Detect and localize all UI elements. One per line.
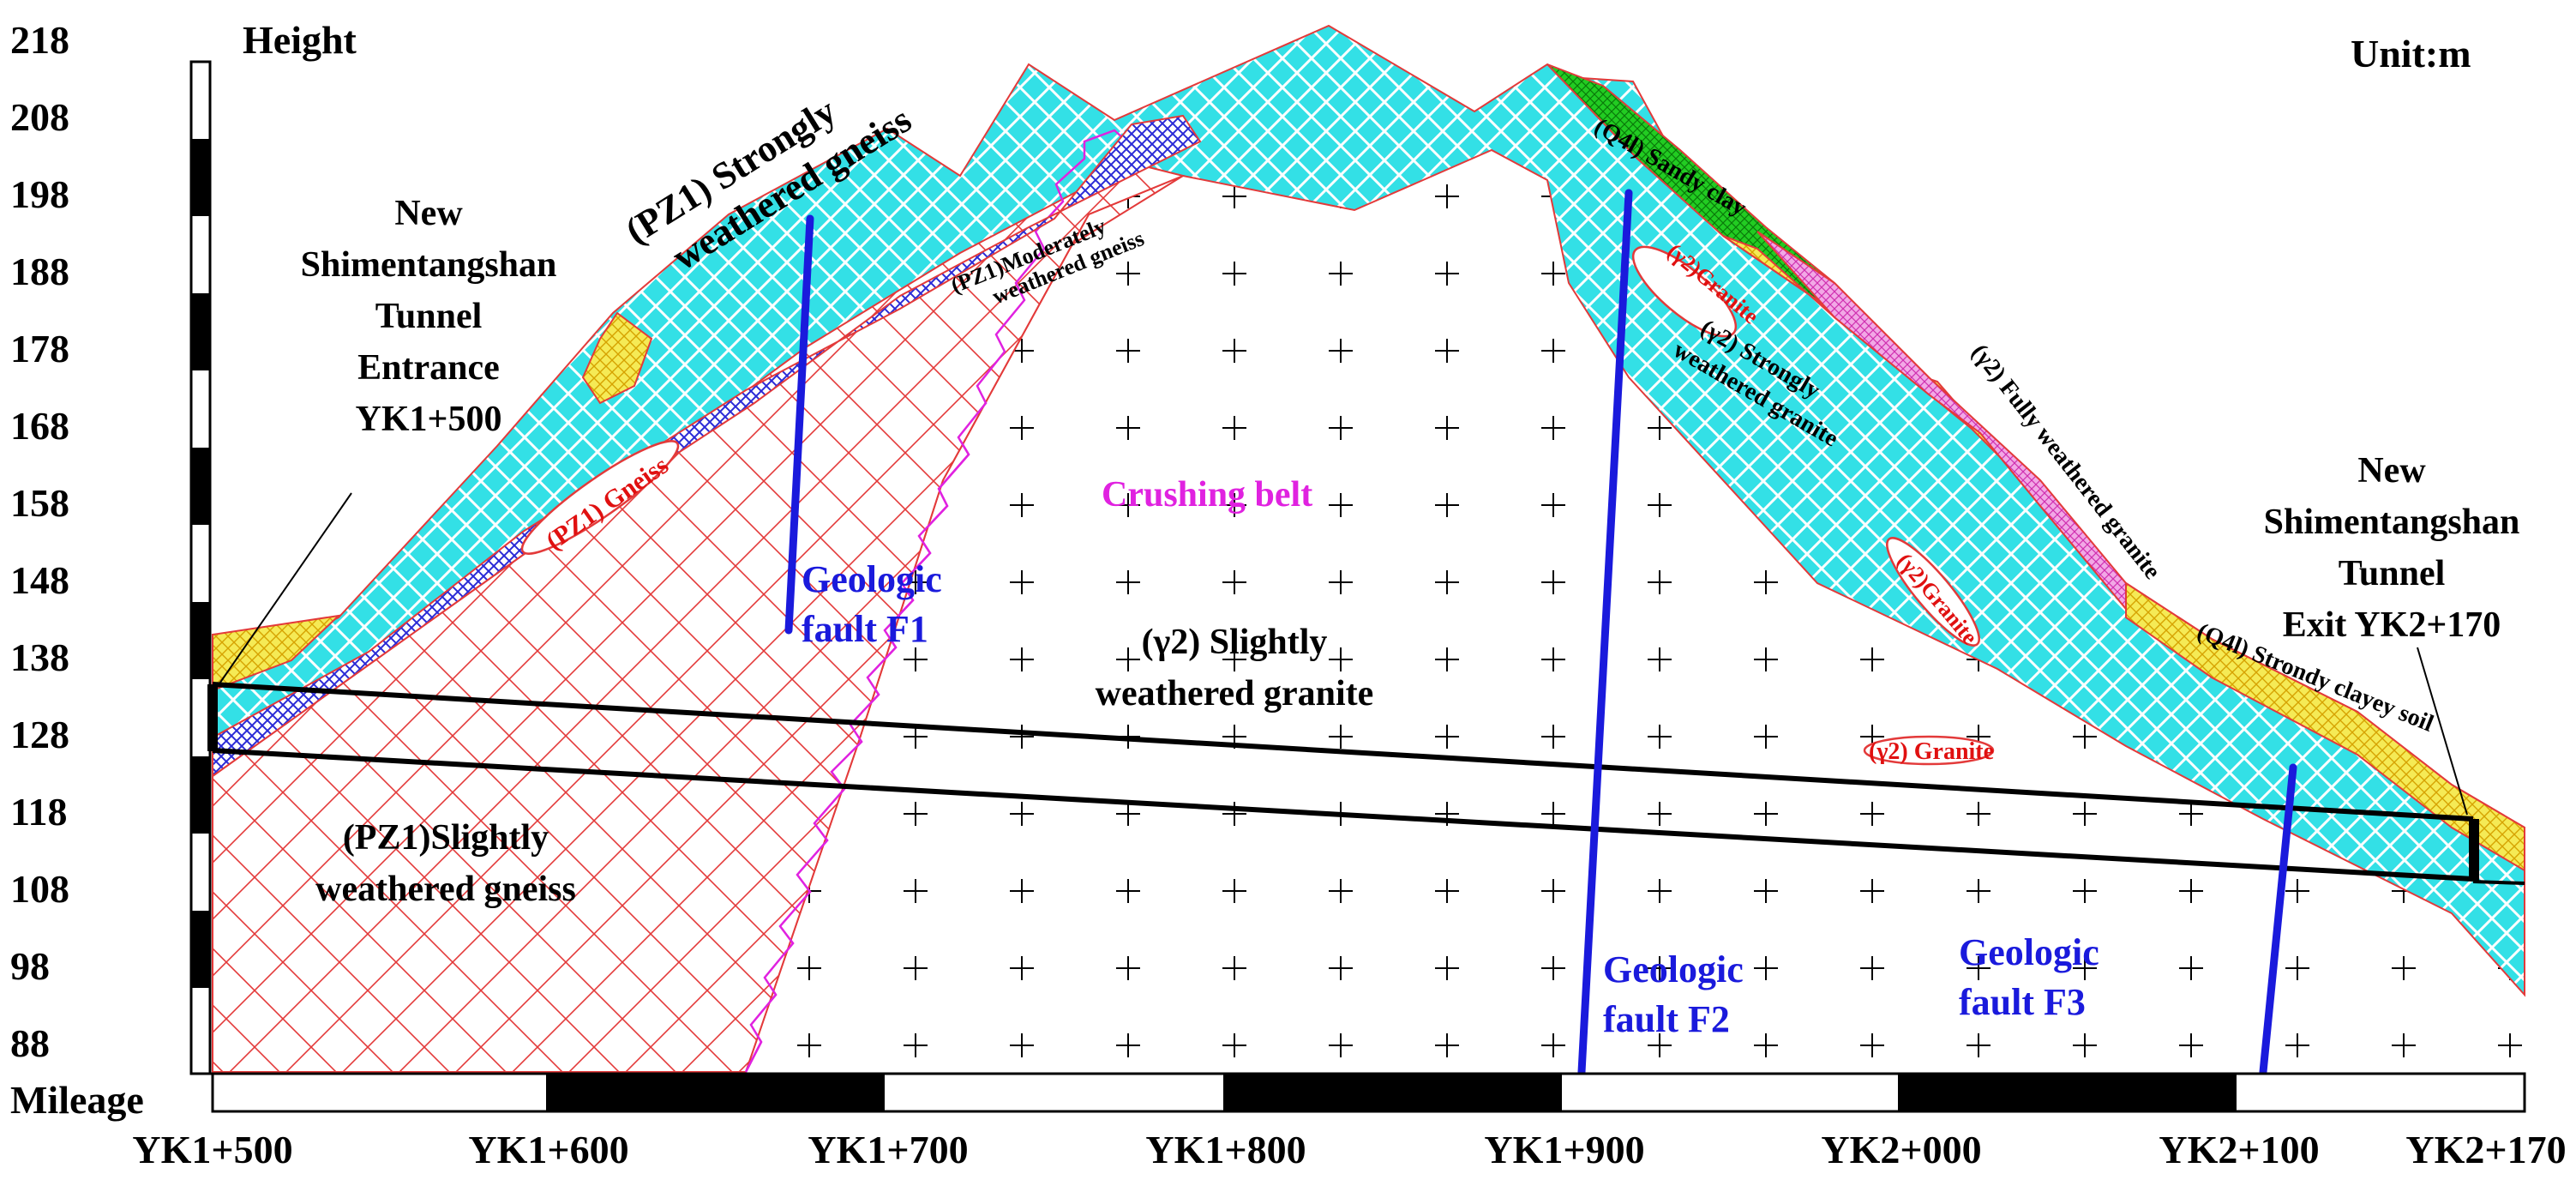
height-axis-title: Height: [243, 18, 357, 62]
height-tick: 168: [10, 404, 69, 448]
entrance-label: New Shimentangshan Tunnel Entrance YK1+5…: [301, 194, 557, 439]
yellow-lens-left: [581, 311, 653, 405]
entrance-leader: [217, 492, 352, 687]
fault-f2-line: [1577, 189, 1633, 1076]
granite-lens-b: [1886, 537, 1980, 647]
entrance-line: Tunnel: [375, 297, 483, 336]
height-ruler: [189, 60, 212, 1075]
height-tick: 108: [10, 867, 69, 911]
crushing-belt-label: Crushing belt: [1102, 475, 1312, 515]
yellow-clayey-soil-right: [2125, 581, 2525, 872]
height-tick: 188: [10, 250, 69, 293]
entrance-line: New: [394, 194, 463, 233]
mileage-tick: YK2+170: [2405, 1128, 2566, 1171]
mileage-tick: YK1+700: [808, 1128, 968, 1171]
pz1-slightly-line: (PZ1)Slightly: [343, 818, 549, 858]
mileage-tick-labels: YK1+500 YK1+600 YK1+700 YK1+800 YK1+900 …: [132, 1128, 2566, 1171]
fault-f1-label: Geologic fault F1: [802, 558, 942, 650]
tunnel-outline: [207, 682, 2525, 885]
granite-slightly-line: (γ2) Slightly: [1142, 623, 1328, 662]
mileage-tick: YK1+900: [1484, 1128, 1644, 1171]
mileage-tick: YK1+800: [1145, 1128, 1306, 1171]
granite-slightly-label: (γ2) Slightly weathered granite: [1096, 623, 1374, 713]
faults: [784, 189, 2297, 1076]
fault-f1-line: [784, 214, 814, 635]
entrance-line: Entrance: [357, 348, 500, 388]
fault-f1-line1: Geologic: [802, 558, 942, 600]
fault-f2-line2: fault F2: [1603, 998, 1730, 1040]
height-tick-labels: 218 208 198 188 178 168 158 148 138 128 …: [10, 18, 69, 1065]
entrance-line: Shimentangshan: [301, 245, 557, 285]
exit-leader: [2417, 647, 2468, 816]
pz1-slightly-line: weathered gneiss: [315, 870, 576, 909]
granite-slightly-line: weathered granite: [1096, 674, 1374, 713]
fault-f3-line2: fault F3: [1959, 981, 2086, 1023]
gneiss-lens: [520, 440, 680, 555]
height-tick: 98: [10, 944, 50, 988]
slightly-weathered-granite-zone: [746, 150, 2525, 1072]
fault-f3-line1: Geologic: [1959, 931, 2099, 973]
granite-lens-c-label: (γ2) Granite: [1869, 738, 1994, 765]
height-tick: 198: [10, 172, 69, 216]
fault-f1-line2: fault F1: [802, 608, 928, 650]
mileage-axis-title: Mileage: [10, 1078, 144, 1122]
height-tick: 208: [10, 95, 69, 139]
yellow-soil-left: [212, 614, 341, 692]
entrance-line: YK1+500: [356, 400, 502, 439]
exit-line: New: [2357, 451, 2426, 491]
height-tick: 218: [10, 18, 69, 62]
height-tick: 178: [10, 327, 69, 370]
exit-line: Exit YK2+170: [2283, 605, 2501, 645]
mileage-tick: YK1+500: [132, 1128, 292, 1171]
height-tick: 128: [10, 713, 69, 756]
height-tick: 148: [10, 558, 69, 602]
exit-line: Tunnel: [2339, 554, 2446, 593]
slightly-weathered-gneiss-zone-overlay: [212, 161, 1186, 1073]
granite-lens-c: [1863, 735, 1995, 766]
mileage-tick: YK1+600: [468, 1128, 628, 1171]
pz1-slightly-label: (PZ1)Slightly weathered gneiss: [315, 818, 576, 909]
exit-line: Shimentangshan: [2264, 503, 2520, 542]
height-tick: 88: [10, 1021, 50, 1065]
height-tick: 138: [10, 635, 69, 679]
fault-f3-label: Geologic fault F3: [1959, 931, 2099, 1023]
fault-f3-line: [2259, 763, 2297, 1076]
exit-label: New Shimentangshan Tunnel Exit YK2+170: [2264, 451, 2520, 645]
fault-f2-line1: Geologic: [1603, 948, 1744, 990]
unit-label: Unit:m: [2351, 32, 2471, 75]
height-tick: 118: [10, 790, 67, 834]
granite-lens-a: [1631, 245, 1738, 338]
mileage-ruler: [211, 1072, 2526, 1113]
mileage-tick: YK2+100: [2159, 1128, 2319, 1171]
height-tick: 158: [10, 481, 69, 525]
mileage-tick: YK2+000: [1821, 1128, 1981, 1171]
fault-f2-label: Geologic fault F2: [1603, 948, 1744, 1040]
